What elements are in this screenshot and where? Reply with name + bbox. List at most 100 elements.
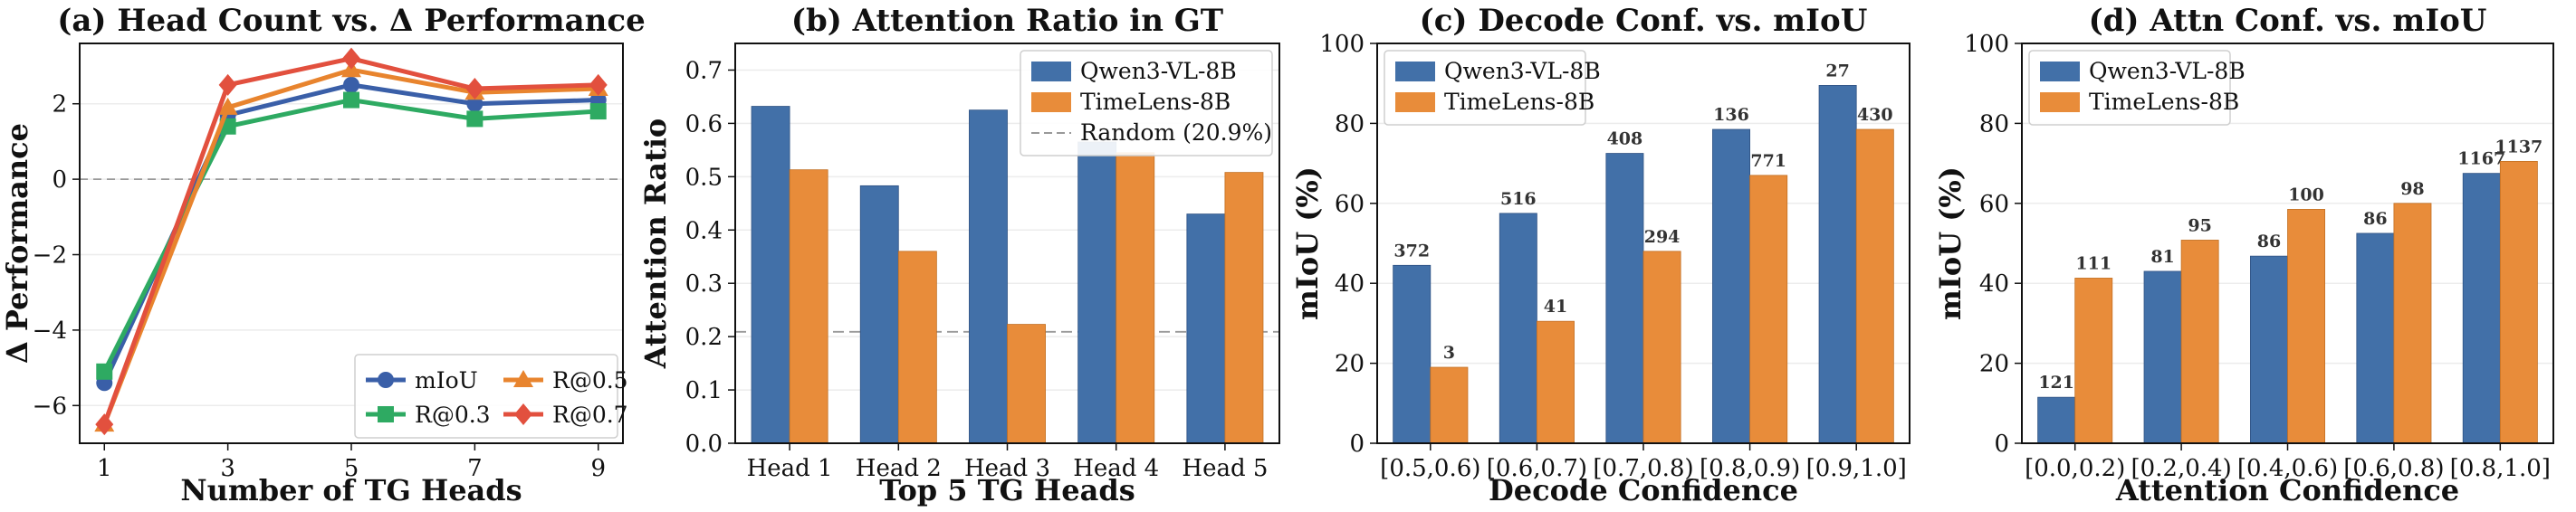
axes-frame — [734, 43, 1280, 444]
bar-qwen — [2462, 173, 2501, 444]
x-tick-label: [0.0,0.2) — [2025, 455, 2125, 482]
legend-label: R@0.5 — [552, 367, 628, 393]
bar-timelens — [1430, 366, 1469, 444]
point-marker — [514, 403, 532, 425]
bar-qwen — [1393, 264, 1432, 444]
y-tick-label: 0.1 — [685, 377, 723, 404]
y-tick-label: 0 — [1349, 431, 1365, 458]
bar-data-label: 3 — [1443, 343, 1455, 363]
x-tick-label: Head 1 — [747, 455, 833, 482]
bar-qwen — [1712, 128, 1750, 444]
legend-label: TimeLens-8B — [1444, 89, 1594, 115]
x-tick-label: [0.8,0.9) — [1700, 455, 1800, 482]
bar-qwen — [2143, 270, 2182, 444]
panel-d-attention-confidence: 0 20 40 60 80 100 [0.0,0.2) 121 111 [0.2,0.4) 81 95… — [1933, 3, 2554, 507]
point-marker — [218, 73, 237, 96]
y-tick-label: 40 — [1335, 270, 1365, 298]
axes-frame — [2021, 43, 2554, 444]
x-tick-label: 3 — [220, 455, 235, 482]
bar-timelens — [1224, 172, 1264, 444]
y-tick-label: 0.4 — [685, 217, 723, 244]
x-tick-label: [0.8,1.0] — [2450, 455, 2551, 482]
bar-data-label: 771 — [1750, 151, 1786, 171]
y-tick-label: 0 — [1994, 431, 2009, 458]
bar-data-label: 1137 — [2495, 137, 2542, 156]
y-tick-label: 40 — [1979, 270, 2009, 298]
y-tick-label: 60 — [1979, 191, 2009, 218]
x-tick-label: 9 — [590, 455, 606, 482]
x-tick-label: [0.7,0.8) — [1593, 455, 1693, 482]
legend-label: Qwen3-VL-8B — [1444, 58, 1601, 84]
y-tick-label: 80 — [1979, 110, 2009, 137]
bar-timelens — [1537, 320, 1575, 444]
x-tick-label: Head 4 — [1073, 455, 1159, 482]
point-marker — [343, 76, 359, 93]
x-tick-label: Head 3 — [964, 455, 1050, 482]
bar-qwen — [1605, 153, 1644, 444]
x-axis-label: Attention Confidence — [2115, 473, 2459, 507]
x-tick-label: 1 — [97, 455, 112, 482]
bar-data-label: 86 — [2257, 232, 2281, 251]
bar-qwen — [2356, 232, 2395, 444]
point-marker — [217, 97, 238, 115]
y-tick-label: 0.5 — [685, 164, 723, 191]
bar-data-label: 1167 — [2457, 149, 2505, 169]
bar-data-label: 516 — [1500, 189, 1537, 209]
bar-timelens — [789, 169, 828, 444]
point-marker — [466, 110, 484, 128]
legend-swatch — [1395, 92, 1435, 112]
bar-qwen — [969, 109, 1008, 444]
y-tick-label: 0.2 — [685, 324, 723, 351]
x-tick-label: [0.2,0.4) — [2131, 455, 2231, 482]
legend-box — [354, 354, 618, 439]
legend-swatch — [1395, 62, 1435, 81]
y-tick-label: 20 — [1979, 351, 2009, 378]
x-tick-label: Head 5 — [1182, 455, 1268, 482]
bar-timelens — [1116, 152, 1155, 444]
x-tick-label: [0.5,0.6) — [1380, 455, 1480, 482]
y-tick-label: 100 — [1319, 31, 1365, 58]
bar-timelens — [2180, 240, 2219, 444]
bar-data-label: 98 — [2400, 179, 2424, 199]
x-tick-label: 7 — [467, 455, 483, 482]
chart-title: (b) Attention Ratio in GT — [791, 3, 1223, 39]
x-tick-label: [0.6,0.8) — [2343, 455, 2444, 482]
bar-qwen — [1818, 85, 1857, 444]
bar-data-label: 111 — [2075, 253, 2112, 273]
bar-data-label: 86 — [2363, 209, 2387, 229]
bar-qwen — [1186, 213, 1226, 444]
point-marker — [378, 372, 394, 388]
panel-a-head-count: −6 −4 −2 0 2 1 3 5 7 9 (a) Head Count vs. Δ Perfor… — [0, 3, 646, 507]
bar-data-label: 41 — [1544, 297, 1567, 317]
x-axis-label: Number of TG Heads — [180, 473, 522, 507]
bar-data-label: 81 — [2150, 247, 2174, 267]
bar-timelens — [2074, 278, 2113, 444]
y-axis-label: mIoU (%) — [1290, 166, 1325, 320]
bar-timelens — [897, 251, 937, 444]
bar-timelens — [1749, 175, 1788, 444]
legend-label: Random (20.9%) — [1080, 119, 1272, 146]
y-tick-label: 0.0 — [685, 431, 723, 458]
y-tick-label: 0.6 — [685, 110, 723, 137]
bar-timelens — [1855, 128, 1894, 444]
bar-qwen — [2250, 255, 2288, 444]
y-tick-label: 100 — [1964, 31, 2009, 58]
y-axis-label: Attention Ratio — [638, 119, 673, 369]
x-tick-label: 5 — [344, 455, 359, 482]
legend-swatch — [1031, 62, 1071, 81]
x-axis-label: Top 5 TG Heads — [879, 473, 1135, 507]
bar-data-label: 294 — [1644, 227, 1681, 247]
y-tick-label: 0.3 — [685, 270, 723, 298]
y-tick-label: −2 — [33, 242, 67, 270]
legend-label: R@0.7 — [552, 402, 628, 428]
bar-data-label: 121 — [2038, 373, 2074, 393]
point-marker — [343, 91, 359, 109]
bar-data-label: 27 — [1825, 61, 1849, 81]
bar-qwen — [751, 106, 790, 444]
legend-label: TimeLens-8B — [2089, 89, 2239, 115]
y-axis-label: mIoU (%) — [1933, 166, 1968, 320]
panel-c-decode-confidence: 0 20 40 60 80 100 [0.5,0.6) 372 3 [0.6,0.7) 516 41 [… — [1290, 3, 1910, 507]
x-axis-label: Decode Confidence — [1489, 473, 1798, 507]
legend-label: Qwen3-VL-8B — [1080, 58, 1237, 84]
point-marker — [95, 413, 114, 436]
